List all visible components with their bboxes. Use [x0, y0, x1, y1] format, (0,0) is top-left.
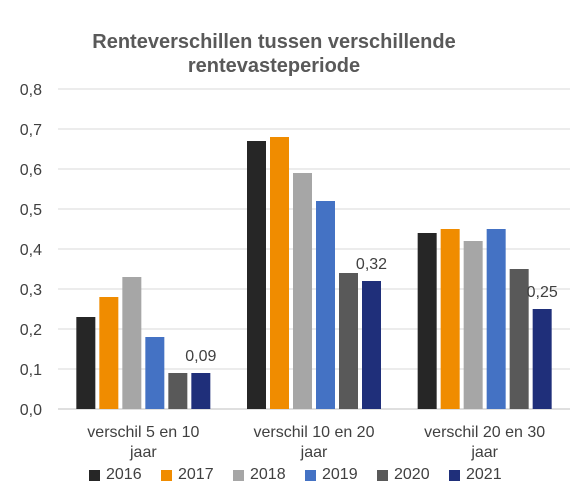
legend-item-2018: 2018 — [233, 466, 286, 484]
data-label: 0,09 — [185, 348, 216, 365]
y-tick-label: 0,3 — [20, 282, 42, 299]
legend-item-2017: 2017 — [161, 466, 214, 484]
y-tick-label: 0,2 — [20, 322, 42, 339]
legend-swatch — [233, 469, 244, 481]
bar-2021-2 — [362, 281, 381, 409]
legend-item-2019: 2019 — [305, 466, 358, 484]
bar-2017-1 — [99, 297, 119, 409]
x-category-label: jaar — [129, 444, 157, 461]
y-tick-label: 0,0 — [20, 402, 42, 419]
y-tick-label: 0,6 — [20, 162, 42, 179]
x-category-label: jaar — [300, 444, 328, 461]
legend-item-2021: 2021 — [449, 466, 502, 484]
bar-2020-3 — [509, 269, 529, 409]
bar-2020-1 — [168, 373, 188, 409]
y-tick-label: 0,8 — [20, 82, 42, 99]
y-tick-label: 0,1 — [20, 362, 42, 379]
bar-2017-2 — [270, 137, 289, 409]
bar-2020-2 — [339, 273, 358, 409]
legend-swatch — [305, 469, 316, 481]
bar-2017-3 — [440, 229, 460, 409]
data-label: 0,25 — [527, 284, 558, 301]
chart-title-line-2: rentevasteperiode — [187, 55, 361, 77]
legend-item-2020: 2020 — [377, 466, 430, 484]
legend-label: 2021 — [466, 466, 502, 483]
legend-label: 2016 — [106, 466, 142, 483]
chart-title: Renteverschillen tussen verschillende re… — [0, 30, 548, 78]
legend-label: 2018 — [250, 466, 286, 483]
chart-title-line-1: Renteverschillen tussen verschillende — [92, 31, 456, 53]
data-label: 0,32 — [356, 256, 387, 273]
y-tick-label: 0,5 — [20, 202, 42, 219]
bar-2021-3 — [532, 309, 552, 409]
x-category-label: verschil 20 en 30 — [424, 424, 545, 441]
y-tick-label: 0,4 — [20, 242, 42, 259]
legend-label: 2017 — [178, 466, 214, 483]
bar-2021-1 — [191, 373, 211, 409]
bar-2019-2 — [316, 201, 335, 409]
bar-2016-2 — [247, 141, 266, 409]
bar-2016-3 — [417, 233, 437, 409]
bar-2018-1 — [122, 277, 142, 409]
legend-label: 2019 — [322, 466, 358, 483]
x-category-label: verschil 5 en 10 — [87, 424, 199, 441]
legend: 2016 2017 2018 2019 2020 2021 — [0, 466, 581, 490]
legend-item-2016: 2016 — [89, 466, 142, 484]
bar-2018-3 — [463, 241, 483, 409]
legend-swatch — [449, 469, 460, 481]
bar-2018-2 — [293, 173, 312, 409]
x-category-label: jaar — [470, 444, 498, 461]
bar-2019-1 — [145, 337, 165, 409]
legend-swatch — [377, 469, 388, 481]
x-category-label: verschil 10 en 20 — [254, 424, 375, 441]
y-tick-label: 0,7 — [20, 122, 42, 139]
legend-swatch — [89, 469, 100, 481]
legend-swatch — [161, 469, 172, 481]
legend-label: 2020 — [394, 466, 430, 483]
bar-2016-1 — [76, 317, 96, 409]
bar-2019-3 — [486, 229, 506, 409]
